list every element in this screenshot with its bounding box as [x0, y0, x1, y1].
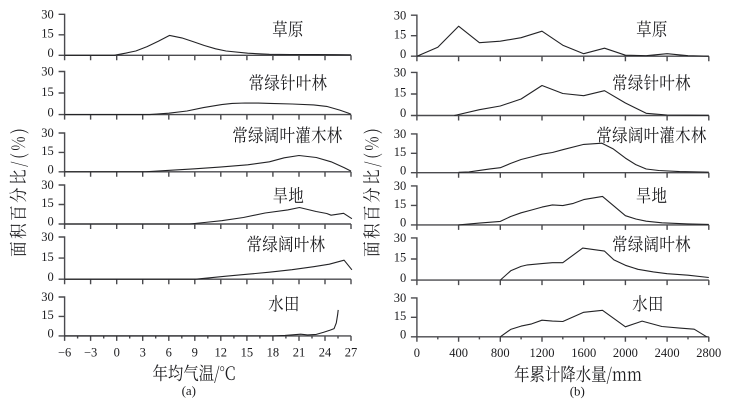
svg-text:15: 15: [394, 145, 407, 159]
svg-text:0: 0: [400, 106, 406, 120]
svg-text:1200: 1200: [530, 346, 555, 360]
svg-text:15: 15: [41, 27, 54, 41]
svg-text:30: 30: [41, 65, 54, 79]
svg-text:15: 15: [394, 309, 407, 323]
svg-text:0: 0: [48, 163, 54, 177]
svg-text:15: 15: [41, 85, 54, 99]
svg-text:30: 30: [394, 291, 407, 305]
svg-text:30: 30: [394, 8, 407, 22]
svg-text:(a): (a): [182, 383, 196, 398]
svg-text:400: 400: [449, 346, 468, 360]
svg-text:0: 0: [114, 345, 120, 359]
svg-text:0: 0: [48, 270, 54, 284]
svg-text:30: 30: [394, 179, 407, 193]
svg-text:6: 6: [166, 345, 172, 359]
svg-text:15: 15: [41, 196, 54, 210]
svg-text:0: 0: [400, 163, 406, 177]
svg-text:0: 0: [400, 271, 406, 285]
svg-text:1600: 1600: [571, 346, 596, 360]
svg-text:30: 30: [394, 231, 407, 245]
svg-text:15: 15: [394, 251, 407, 265]
svg-text:9: 9: [192, 345, 198, 359]
svg-text:3: 3: [140, 345, 146, 359]
svg-text:30: 30: [41, 230, 54, 244]
svg-text:30: 30: [41, 178, 54, 192]
svg-text:30: 30: [394, 127, 407, 141]
svg-text:0: 0: [48, 215, 54, 229]
svg-text:0: 0: [48, 46, 54, 60]
svg-text:0: 0: [400, 216, 406, 230]
svg-text:30: 30: [394, 66, 407, 80]
svg-text:2000: 2000: [613, 346, 638, 360]
svg-text:2800: 2800: [696, 346, 721, 360]
svg-text:800: 800: [491, 346, 510, 360]
svg-text:30: 30: [41, 126, 54, 140]
svg-text:(b): (b): [570, 383, 585, 398]
svg-text:2400: 2400: [655, 346, 680, 360]
svg-text:−3: −3: [84, 345, 97, 359]
svg-text:30: 30: [41, 8, 54, 22]
svg-text:15: 15: [41, 144, 54, 158]
svg-text:0: 0: [400, 328, 406, 342]
svg-text:0: 0: [48, 327, 54, 341]
svg-text:21: 21: [293, 345, 306, 359]
svg-text:0: 0: [48, 105, 54, 119]
svg-text:15: 15: [394, 27, 407, 41]
svg-text:15: 15: [41, 250, 54, 264]
svg-text:15: 15: [394, 86, 407, 100]
svg-text:24: 24: [319, 345, 332, 359]
svg-text:30: 30: [41, 290, 54, 304]
svg-text:15: 15: [241, 345, 254, 359]
svg-text:27: 27: [345, 345, 358, 359]
svg-text:12: 12: [215, 345, 228, 359]
svg-text:0: 0: [400, 47, 406, 61]
svg-text:15: 15: [394, 197, 407, 211]
svg-text:18: 18: [267, 345, 280, 359]
svg-text:0: 0: [414, 346, 420, 360]
svg-text:−6: −6: [58, 345, 71, 359]
svg-text:15: 15: [41, 308, 54, 322]
